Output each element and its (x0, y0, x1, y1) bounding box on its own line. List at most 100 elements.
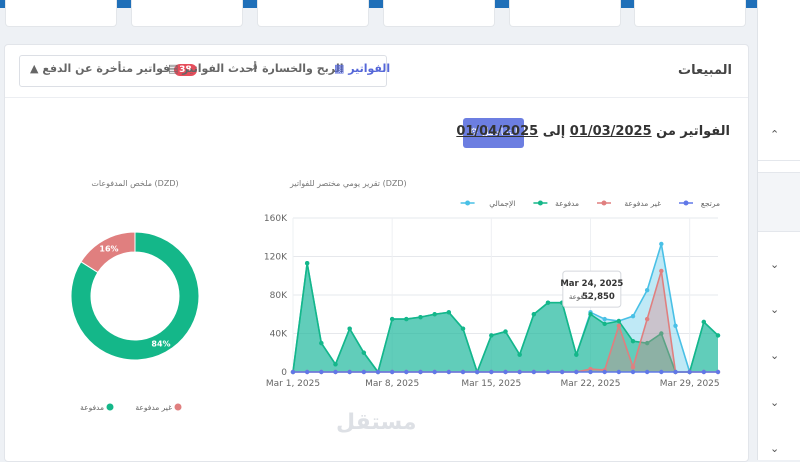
data-point (517, 352, 522, 357)
invoices-date-range-heading: الفواتير من 01/03/2025 إلى 01/04/2025 (456, 124, 730, 139)
stat-card (257, 0, 369, 27)
series-area (293, 263, 718, 372)
tab-latest-invoices[interactable]: أحدث الفواتير ▤ (168, 62, 258, 75)
x-tick-label: Mar 15, 2025 (461, 379, 521, 389)
details-button[interactable]: ⚙ التفاصيل (463, 118, 524, 148)
data-point (659, 331, 664, 336)
pie-slice (70, 231, 200, 361)
data-point (673, 323, 678, 328)
data-point (389, 316, 395, 322)
data-point (687, 369, 692, 375)
data-point (319, 340, 324, 346)
chevron-up-icon[interactable]: ⌃ (770, 128, 780, 141)
stat-card (131, 0, 243, 27)
pie-slice (80, 231, 136, 274)
tab-overdue-invoices[interactable]: 38 فواتير متأخرة عن الدفع ▲ (26, 62, 200, 76)
data-point (545, 300, 551, 305)
data-point (503, 329, 508, 334)
data-point (630, 339, 636, 344)
data-point (616, 369, 622, 375)
x-tick-label: Mar 22, 2025 (561, 379, 621, 389)
y-tick-label: 80K (270, 291, 288, 301)
warning-icon: ▲ (30, 62, 39, 75)
gear-icon: ⚙ (469, 127, 479, 138)
y-tick-label: 40K (270, 330, 288, 340)
chevron-down-icon[interactable]: ⌄ (770, 303, 780, 316)
data-point (446, 310, 452, 315)
x-tick-label: Mar 1, 2025 (266, 379, 320, 389)
data-point (347, 369, 352, 375)
legend-swatch (537, 200, 543, 206)
data-point (375, 369, 381, 375)
pie-chart-title: ملخص المدفوعات (DZD) (91, 179, 178, 188)
tab-invoices[interactable]: الفواتير ▩ (334, 62, 391, 75)
data-point (347, 326, 352, 331)
legend-swatch (465, 200, 471, 206)
legend-label: مرتجع (701, 199, 720, 208)
stat-card (634, 0, 746, 27)
data-point (432, 369, 437, 375)
data-point (602, 316, 607, 322)
chevron-down-icon[interactable]: ⌄ (770, 258, 780, 271)
data-point (489, 333, 494, 338)
data-point (715, 333, 721, 338)
tab-profit-loss[interactable]: الربح والخسارة ↗ (249, 62, 344, 75)
data-point (574, 352, 579, 357)
chevron-down-icon[interactable]: ⌄ (770, 396, 780, 409)
data-point (574, 369, 579, 375)
x-tick-label: Mar 8, 2025 (365, 379, 419, 389)
data-point (644, 287, 650, 293)
bar-chart-icon: ▩ (334, 62, 345, 75)
data-point (361, 369, 367, 375)
data-point (588, 312, 593, 317)
data-point (630, 369, 636, 375)
tooltip-series: مدفوعة (569, 293, 592, 301)
pie-legend-label: غير مدفوعة (135, 403, 172, 412)
data-point (616, 323, 622, 328)
data-point (644, 369, 650, 375)
legend-swatch (683, 200, 689, 206)
area-chart-title: تقرير يومي مختصر للفواتير (DZD) (289, 179, 407, 188)
watermark-logo: مستقل (336, 410, 417, 435)
data-point (489, 369, 494, 375)
chevron-down-icon[interactable]: ⌄ (770, 442, 780, 455)
y-tick-label: 160K (264, 214, 288, 224)
data-point (588, 369, 593, 375)
pie-legend-swatch (106, 403, 114, 411)
data-point (474, 369, 480, 375)
y-tick-label: 0 (281, 368, 287, 378)
data-point (304, 369, 310, 375)
data-point (531, 369, 537, 375)
data-point (319, 369, 324, 375)
data-point (602, 321, 607, 327)
sidebar-section[interactable]: ⌃ (758, 0, 800, 161)
data-point (659, 241, 664, 247)
data-point (446, 369, 452, 375)
data-point (701, 319, 707, 325)
data-point (418, 369, 423, 375)
data-point (503, 369, 508, 375)
data-point (460, 326, 466, 331)
data-point (290, 369, 296, 375)
top-navbar (0, 0, 757, 8)
pie-slice-label: 16% (99, 245, 118, 254)
chart-tooltip (562, 270, 622, 308)
data-point (361, 350, 367, 355)
data-point (602, 369, 607, 375)
data-point (545, 369, 551, 375)
data-point (630, 364, 636, 370)
right-sidebar: ⌃ ⌄ ⌄ ⌄ ⌄ ⌄ (757, 0, 800, 460)
data-point (404, 369, 409, 375)
date-from[interactable]: 01/03/2025 (569, 124, 652, 139)
charts-area: ملخص المدفوعات (DZD) 84% 16% غير مدفوعة مدفو… (70, 179, 721, 412)
sidebar-item-active[interactable] (758, 172, 800, 232)
chevron-down-icon[interactable]: ⌄ (770, 349, 780, 362)
data-point (644, 316, 650, 322)
y-tick-label: 120K (264, 253, 288, 263)
tooltip-date: Mar 24, 2025 (560, 279, 623, 289)
date-to[interactable]: 01/04/2025 (456, 124, 539, 139)
overdue-count-badge: 38 (174, 64, 197, 76)
card-title: المبيعات (678, 63, 732, 78)
data-point (333, 369, 338, 375)
legend-label: مدفوعة (555, 199, 579, 208)
